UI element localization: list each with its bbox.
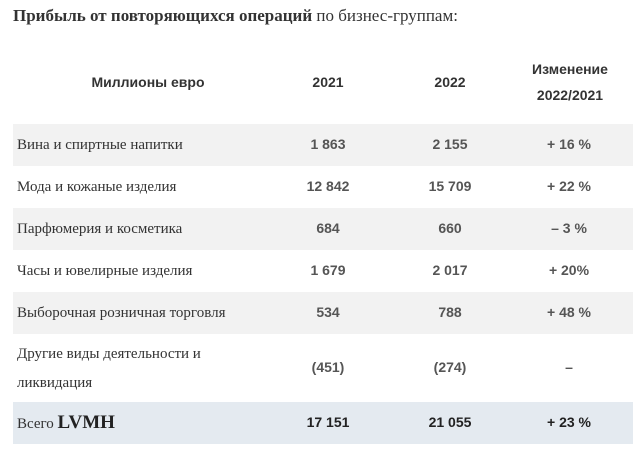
header-2022: 2022 <box>400 54 500 110</box>
row-value-2021: 684 <box>316 220 340 236</box>
total-label-brand: LVMH <box>57 412 115 433</box>
table-row: Выборочная розничная торговля 534 788 + … <box>13 292 633 334</box>
header-change: Изменение 2022/2021 <box>510 54 630 110</box>
table-caption: Прибыль от повторяющихся операций по биз… <box>13 6 458 26</box>
row-value-2022: 2 017 <box>432 262 468 278</box>
row-change: + 22 % <box>547 178 591 194</box>
row-value-2021: (451) <box>311 359 345 375</box>
header-label-text: Миллионы евро <box>91 74 205 90</box>
row-label-line1: Другие виды деятельности и <box>17 346 201 362</box>
table-row: Часы и ювелирные изделия 1 679 2 017 + 2… <box>13 250 633 292</box>
total-label: Всего LVMH <box>17 412 115 434</box>
total-label-prefix: Всего <box>17 416 54 432</box>
row-value-2021: 534 <box>316 304 340 320</box>
total-row: Всего LVMH 17 151 21 055 + 23 % <box>13 402 633 444</box>
row-change: + 16 % <box>547 136 591 152</box>
row-value-2021: 1 863 <box>310 136 346 152</box>
row-value-2022: 788 <box>438 304 462 320</box>
row-value-2022: (274) <box>433 359 467 375</box>
header-change-line2: 2022/2021 <box>536 87 604 103</box>
row-value-2022: 15 709 <box>428 178 472 194</box>
row-value-2021: 1 679 <box>310 262 346 278</box>
header-change-line1: Изменение <box>532 61 608 77</box>
table-row: Мода и кожаные изделия 12 842 15 709 + 2… <box>13 166 633 208</box>
table-row: Другие виды деятельности и ликвидация (4… <box>13 334 633 402</box>
caption-bold: Прибыль от повторяющихся операций <box>13 6 313 25</box>
row-value-2021: 12 842 <box>306 178 350 194</box>
total-value-2022: 21 055 <box>428 414 472 430</box>
header-2021: 2021 <box>278 54 378 110</box>
row-change: – <box>565 359 573 375</box>
total-value-2021: 17 151 <box>306 414 350 430</box>
row-value-2022: 2 155 <box>432 136 468 152</box>
row-label: Парфюмерия и косметика <box>17 221 183 237</box>
row-change: + 48 % <box>547 304 591 320</box>
row-label: Выборочная розничная торговля <box>17 305 226 321</box>
table-row: Вина и спиртные напитки 1 863 2 155 + 16… <box>13 124 633 166</box>
row-label-line2: ликвидация <box>17 375 93 391</box>
row-label: Вина и спиртные напитки <box>17 137 183 153</box>
total-change: + 23 % <box>547 414 591 430</box>
header-2022-text: 2022 <box>434 74 466 90</box>
row-value-2022: 660 <box>438 220 462 236</box>
row-label: Мода и кожаные изделия <box>17 179 177 195</box>
row-label: Часы и ювелирные изделия <box>17 263 193 279</box>
header-2021-text: 2021 <box>312 74 344 90</box>
caption-rest: по бизнес-группам: <box>316 6 458 25</box>
table-row: Парфюмерия и косметика 684 660 – 3 % <box>13 208 633 250</box>
header-label: Миллионы евро <box>13 54 283 110</box>
row-change: – 3 % <box>551 220 587 236</box>
row-change: + 20% <box>548 262 590 278</box>
